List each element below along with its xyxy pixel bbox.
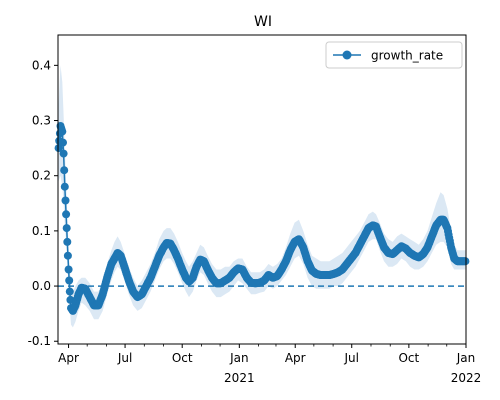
x-tick-label: Apr xyxy=(285,351,306,365)
x-tick-label: Oct xyxy=(398,351,419,365)
y-tick-label: 0.0 xyxy=(32,279,51,293)
growth-rate-point xyxy=(65,276,74,285)
y-axis: -0.1 0.0 0.1 0.2 0.3 0.4 xyxy=(28,58,58,348)
y-tick-label: 0.4 xyxy=(32,58,51,72)
legend-label: growth_rate xyxy=(371,49,443,63)
plot-area xyxy=(54,65,470,328)
growth-rate-point xyxy=(61,196,70,205)
growth-rate-point xyxy=(62,224,71,233)
legend: growth_rate xyxy=(325,41,463,69)
x-tick-label: Jan xyxy=(229,351,249,365)
chart-title: WI xyxy=(254,14,272,30)
legend-box xyxy=(325,41,463,69)
growth-rate-point xyxy=(59,149,68,158)
growth-rate-point xyxy=(64,265,73,274)
x-tick-year-label: 2022 xyxy=(451,371,482,385)
x-tick-label: Apr xyxy=(58,351,79,365)
growth-rate-point xyxy=(54,144,63,153)
x-tick-label: Jan xyxy=(456,351,476,365)
axes-frame xyxy=(57,34,467,345)
x-tick-label: Oct xyxy=(172,351,193,365)
x-axis: Apr Jul Oct Jan 2021 Apr Jul Oct Jan 2022 xyxy=(58,344,481,385)
x-tick-label: Jul xyxy=(117,351,132,365)
confidence-band xyxy=(58,65,466,328)
growth-rate-point xyxy=(58,127,67,136)
x-tick-year-label: 2021 xyxy=(224,371,255,385)
series-layer xyxy=(54,122,470,315)
growth-rate-point xyxy=(63,237,72,246)
growth-rate-point xyxy=(63,251,72,260)
y-tick-label: 0.1 xyxy=(32,224,51,238)
growth-rate-point xyxy=(65,287,74,296)
y-tick-label: 0.2 xyxy=(32,169,51,183)
y-tick-label: -0.1 xyxy=(28,334,51,348)
growth-rate-point xyxy=(461,257,470,266)
y-tick-label: 0.3 xyxy=(32,114,51,128)
legend-point-marker xyxy=(342,50,352,60)
confidence-band-layer xyxy=(58,65,466,328)
x-tick-label: Jul xyxy=(343,351,358,365)
growth-rate-point xyxy=(60,182,69,191)
growth-rate-point xyxy=(62,210,71,219)
growth-rate-point xyxy=(60,166,69,175)
growth-rate-point xyxy=(59,138,67,147)
